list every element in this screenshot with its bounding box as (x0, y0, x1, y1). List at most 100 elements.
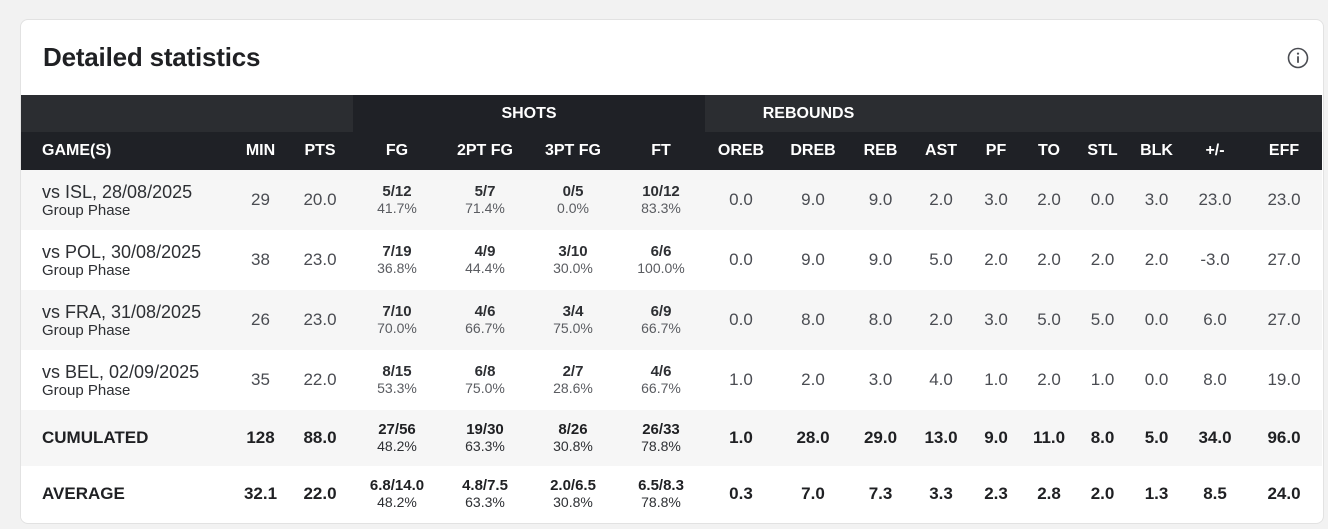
ft-made-attempted: 26/33 (642, 421, 680, 438)
game-cell: vs BEL, 02/09/2025 Group Phase (21, 350, 234, 410)
stl-cell: 5.0 (1076, 290, 1130, 350)
ft-percentage: 100.0% (637, 260, 685, 276)
blk-cell: 0.0 (1129, 350, 1185, 410)
ft-made-attempted: 6/9 (650, 303, 672, 320)
group-header-shots: SHOTS (353, 95, 705, 132)
column-header-reb-col[interactable]: REB (849, 132, 913, 170)
ast-cell: 2.0 (912, 170, 971, 230)
reb-cell: 8.0 (849, 290, 913, 350)
column-header-min-col[interactable]: MIN (234, 132, 287, 170)
ft-made-attempted: 6.5/8.3 (638, 476, 684, 494)
game-phase: Group Phase (42, 201, 131, 219)
plus-minus-cell: 8.5 (1184, 466, 1247, 521)
fg2-made-attempted: 19/30 (466, 421, 504, 438)
fg-made-attempted: 6.8/14.0 (369, 476, 425, 494)
plus-minus-cell: 6.0 (1184, 290, 1247, 350)
game-cell: vs ISL, 28/08/2025 Group Phase (21, 170, 234, 230)
fg3-percentage: 30.8% (553, 493, 593, 510)
column-header-game-col[interactable]: GAME(S) (21, 132, 234, 170)
game-name: vs BEL, 02/09/2025 (42, 361, 200, 382)
dreb-cell: 8.0 (777, 290, 849, 350)
pf-cell: 2.3 (970, 466, 1023, 521)
fg2-made-attempted: 4/9 (474, 243, 496, 260)
column-header-fg2-col[interactable]: 2PT FG (441, 132, 529, 170)
ft-percentage: 66.7% (641, 380, 681, 396)
column-header-fg-col[interactable]: FG (353, 132, 441, 170)
fg-cell: 27/56 48.2% (353, 410, 441, 466)
fg-cell: 7/19 36.8% (353, 230, 441, 290)
fg2-made-attempted: 4.8/7.5 (462, 476, 508, 494)
pf-cell: 9.0 (970, 410, 1023, 466)
dreb-cell: 2.0 (777, 350, 849, 410)
pts-cell: 88.0 (287, 410, 353, 466)
column-header-pf-col[interactable]: PF (970, 132, 1023, 170)
dreb-cell: 9.0 (777, 230, 849, 290)
column-header-eff-col[interactable]: EFF (1246, 132, 1323, 170)
dreb-cell: 7.0 (777, 466, 849, 521)
fg2-percentage: 71.4% (465, 200, 505, 216)
eff-cell: 27.0 (1246, 290, 1323, 350)
to-cell: 2.0 (1022, 350, 1077, 410)
ft-made-attempted: 6/6 (650, 243, 672, 260)
blk-cell: 2.0 (1129, 230, 1185, 290)
fg2-cell: 5/7 71.4% (441, 170, 529, 230)
card-header: Detailed statistics (21, 20, 1323, 95)
ft-cell: 6/6 100.0% (617, 230, 705, 290)
plus-minus-cell: 23.0 (1184, 170, 1247, 230)
column-header-dreb-col[interactable]: DREB (777, 132, 849, 170)
oreb-cell: 0.0 (705, 230, 777, 290)
fg2-percentage: 75.0% (465, 380, 505, 396)
fg-made-attempted: 8/15 (382, 363, 412, 380)
column-header-ast-col[interactable]: AST (912, 132, 971, 170)
info-icon[interactable] (1287, 47, 1309, 69)
dreb-cell: 9.0 (777, 170, 849, 230)
column-header-blk-col[interactable]: BLK (1129, 132, 1185, 170)
game-name: vs POL, 30/08/2025 (42, 241, 202, 262)
to-cell: 2.0 (1022, 170, 1077, 230)
fg3-cell: 3/4 75.0% (529, 290, 617, 350)
column-header-stl-col[interactable]: STL (1076, 132, 1130, 170)
to-cell: 2.0 (1022, 230, 1077, 290)
column-header-to-col[interactable]: TO (1022, 132, 1077, 170)
ast-cell: 3.3 (912, 466, 971, 521)
game-row: vs BEL, 02/09/2025 Group Phase 35 22.0 8/15 5… (21, 350, 1323, 410)
oreb-cell: 1.0 (705, 350, 777, 410)
ft-made-attempted: 4/6 (650, 363, 672, 380)
ft-cell: 26/33 78.8% (617, 410, 705, 466)
blk-cell: 3.0 (1129, 170, 1185, 230)
eff-cell: 27.0 (1246, 230, 1323, 290)
plus-minus-cell: 34.0 (1184, 410, 1247, 466)
game-phase: Group Phase (42, 261, 131, 279)
min-cell: 38 (234, 230, 287, 290)
group-header-blank (21, 95, 353, 132)
group-header-blank (912, 95, 1323, 132)
stl-cell: 1.0 (1076, 350, 1130, 410)
column-header-plus-minus-col[interactable]: +/- (1184, 132, 1247, 170)
average-label: AVERAGE (21, 466, 234, 521)
column-header-pts-col[interactable]: PTS (287, 132, 353, 170)
eff-cell: 96.0 (1246, 410, 1323, 466)
ft-percentage: 78.8% (641, 493, 681, 510)
eff-cell: 19.0 (1246, 350, 1323, 410)
stats-table: SHOTS REBOUNDS GAME(S) MIN PTS FG 2PT FG 3PT … (21, 95, 1323, 521)
detailed-statistics-card: Detailed statistics SHOTS REBOUNDS GAME(… (20, 19, 1324, 524)
pts-cell: 22.0 (287, 466, 353, 521)
fg2-percentage: 63.3% (465, 493, 505, 510)
fg2-made-attempted: 5/7 (474, 183, 496, 200)
group-header-rebounds: REBOUNDS (705, 95, 913, 132)
column-header-fg3-col[interactable]: 3PT FG (529, 132, 617, 170)
column-header-oreb-col[interactable]: OREB (705, 132, 777, 170)
fg3-cell: 2/7 28.6% (529, 350, 617, 410)
column-header-ft-col[interactable]: FT (617, 132, 705, 170)
reb-cell: 7.3 (849, 466, 913, 521)
game-row: vs FRA, 31/08/2025 Group Phase 26 23.0 7/10 7… (21, 290, 1323, 350)
fg3-cell: 3/10 30.0% (529, 230, 617, 290)
fg3-cell: 2.0/6.5 30.8% (529, 466, 617, 521)
fg-percentage: 48.2% (377, 438, 417, 454)
ft-percentage: 83.3% (641, 200, 681, 216)
fg-made-attempted: 7/10 (382, 303, 412, 320)
ft-percentage: 66.7% (641, 320, 681, 336)
fg-made-attempted: 27/56 (378, 421, 416, 438)
cumulated-label: CUMULATED (21, 410, 234, 466)
fg-made-attempted: 7/19 (382, 243, 412, 260)
